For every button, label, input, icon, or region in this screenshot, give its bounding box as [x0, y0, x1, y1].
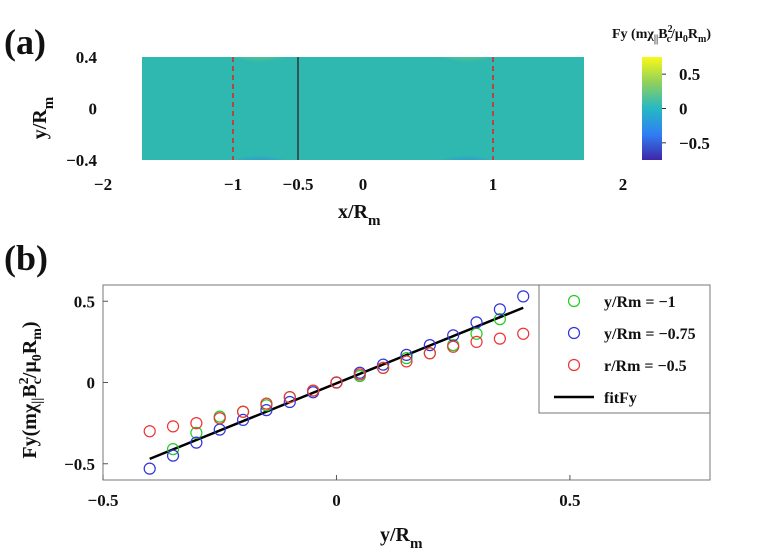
colorbar-tick-label: 0.5 — [679, 65, 700, 84]
legend-marker — [567, 326, 581, 340]
data-point-series-2 — [143, 462, 156, 475]
data-point-series-1 — [166, 443, 180, 456]
data-point-series-3 — [377, 361, 390, 374]
data-point-series-3 — [307, 384, 320, 397]
panel-b-xtick-label: −0.5 — [88, 491, 119, 510]
colorbar-ticks: 0.5 0 −0.5 — [662, 65, 710, 153]
negative-hotspot — [217, 134, 301, 160]
data-point-series-2 — [190, 436, 203, 449]
negative-hotspot — [425, 134, 509, 160]
data-point-series-1 — [493, 313, 506, 326]
panel-a-xtick-label: 1 — [489, 175, 498, 194]
data-point-series-2 — [236, 413, 250, 426]
legend-label: y/Rm = −0.75 — [604, 326, 696, 343]
positive-hotspot — [425, 57, 509, 83]
panel-b-label: (b) — [4, 238, 48, 278]
data-point-series-3 — [330, 376, 343, 389]
heatmap-field — [142, 57, 584, 160]
colorbar-tick-label: 0 — [679, 100, 688, 119]
panel-a-xlabel: x/Rm — [338, 201, 381, 229]
panel-b-xtick-label: 0 — [332, 491, 341, 510]
panel-a-ytick-label: 0.4 — [76, 48, 98, 67]
panel-b-xlabel: y/Rm — [380, 524, 423, 552]
data-point-series-3 — [260, 397, 273, 410]
panel-a-xtick-label: −2 — [94, 175, 112, 194]
colorbar-title: Fy (mχ||B2 c/μ0Rm) — [612, 24, 711, 45]
data-point-series-1 — [400, 352, 413, 365]
data-point-series-2 — [470, 316, 483, 329]
scatter-plot — [143, 290, 530, 475]
legend-marker — [567, 294, 581, 308]
data-point-series-2 — [400, 348, 413, 361]
data-point-series-3 — [166, 420, 180, 433]
legend-marker — [567, 358, 581, 372]
panel-b-ytick-label: 0 — [87, 374, 96, 393]
data-point-series-3 — [447, 340, 460, 353]
fit-line — [149, 306, 524, 461]
data-point-series-2 — [493, 303, 506, 316]
heatmap — [103, 57, 623, 160]
data-point-series-2 — [423, 339, 436, 352]
data-point-series-3 — [236, 405, 250, 418]
data-point-series-2 — [377, 358, 390, 371]
panel-a-ticks: −2 −1 −0.5 0 1 2 0.4 0 −0.4 — [66, 48, 627, 194]
positive-hotspot — [217, 57, 301, 83]
panel-b-ticks: −0.5 0 0.5 0.5 0 −0.5 — [64, 292, 580, 510]
data-point-series-2 — [260, 404, 273, 417]
data-point-series-3 — [213, 412, 226, 425]
colorbar-tick-label: −0.5 — [679, 134, 710, 153]
legend-label: y/Rm = −1 — [604, 294, 676, 311]
data-point-series-3 — [353, 368, 366, 381]
legend-box — [538, 284, 711, 414]
data-point-series-3 — [470, 335, 483, 348]
panel-b-ytick-label: 0.5 — [74, 292, 95, 311]
data-point-series-3 — [190, 417, 203, 430]
panel-b-ytick-label: −0.5 — [64, 455, 95, 474]
panel-b-xtick-label: 0.5 — [559, 491, 580, 510]
panel-a-label: (a) — [4, 22, 46, 62]
data-point-series-2 — [517, 290, 530, 303]
legend-label: r/Rm = −0.5 — [604, 358, 687, 375]
data-point-series-3 — [143, 425, 156, 438]
colorbar — [642, 57, 662, 160]
data-point-series-3 — [283, 391, 296, 404]
data-point-series-3 — [493, 332, 506, 345]
data-point-series-1 — [190, 426, 203, 439]
data-point-series-3 — [400, 355, 413, 368]
panel-a-ylabel: y/Rm — [29, 96, 57, 139]
panel-a-xtick-label: 0 — [359, 175, 368, 194]
panel-a-ytick-label: −0.4 — [66, 151, 97, 170]
panel-a-ytick-label: 0 — [89, 100, 98, 119]
panel-a-xtick-label: 2 — [619, 175, 628, 194]
panel-a-xtick-label: −0.5 — [283, 175, 314, 194]
panel-b-ylabel: Fy(mχ||B2c/μ0Rm) — [17, 321, 45, 458]
data-point-series-3 — [423, 347, 436, 360]
data-point-series-2 — [166, 449, 180, 462]
panel-a-xtick-label: −1 — [224, 175, 242, 194]
data-point-series-3 — [517, 327, 530, 340]
legend-label: fitFy — [604, 390, 637, 407]
data-point-series-2 — [283, 395, 296, 409]
legend: y/Rm = −1 y/Rm = −0.75 r/Rm = −0.5 fitFy — [538, 284, 711, 414]
